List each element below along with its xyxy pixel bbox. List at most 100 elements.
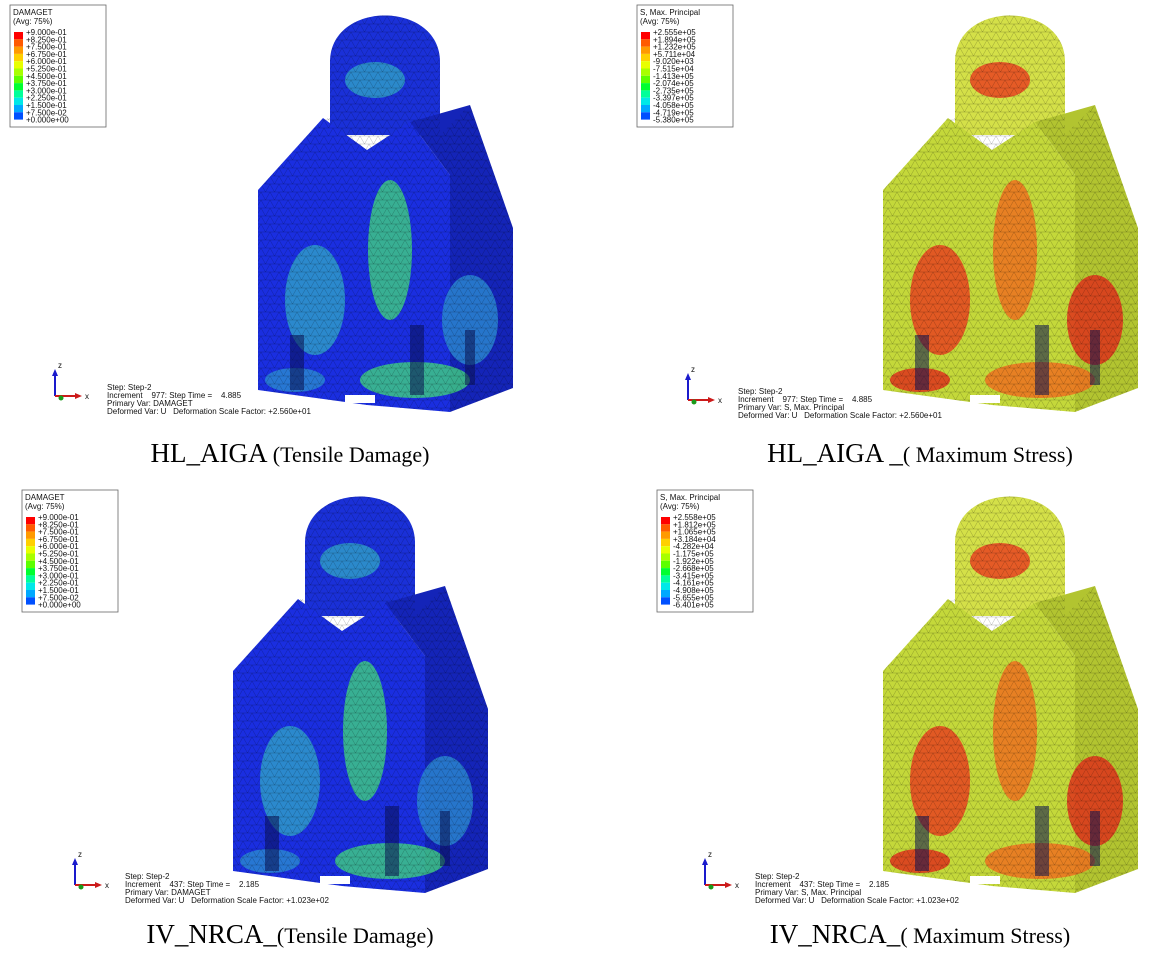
doorway [465, 330, 475, 385]
legend-title: DAMAGET [25, 493, 65, 502]
legend-swatch [641, 90, 650, 97]
legend-swatch [661, 561, 670, 568]
legend-swatch [641, 83, 650, 90]
legend-subtitle: (Avg: 75%) [13, 17, 53, 26]
caption: IV_NRCA_(Tensile Damage) [146, 919, 433, 949]
legend-title: DAMAGET [13, 8, 53, 17]
legend-swatch [641, 76, 650, 83]
legend-swatch [661, 583, 670, 590]
legend-swatch [26, 575, 35, 582]
step-info: Deformed Var: U Deformation Scale Factor… [125, 896, 330, 905]
legend-swatch [14, 61, 23, 68]
legend: S, Max. Principal(Avg: 75%)+2.558e+05+1.… [657, 490, 753, 612]
doorway [1090, 330, 1100, 385]
legend-swatch [641, 32, 650, 39]
opening [970, 876, 1000, 884]
caption-detail: (Tensile Damage) [277, 923, 434, 948]
legend: DAMAGET(Avg: 75%)+9.000e-01+8.250e-01+7.… [10, 5, 106, 127]
caption-name: HL_AIGA [151, 438, 273, 468]
panel-svg: S, Max. Principal(Avg: 75%)+2.558e+05+1.… [582, 481, 1164, 962]
z-arrow [702, 858, 708, 865]
caption-detail: ( Maximum Stress) [903, 442, 1073, 467]
caption: HL_AIGA _( Maximum Stress) [767, 438, 1073, 468]
legend-swatch [661, 575, 670, 582]
building [883, 497, 1138, 894]
z-label: z [78, 850, 82, 859]
z-label: z [58, 361, 62, 370]
legend-swatch [661, 554, 670, 561]
step-info: Deformed Var: U Deformation Scale Factor… [738, 411, 943, 420]
axis-triad: zx [52, 361, 89, 401]
z-label: z [708, 850, 712, 859]
legend-label: +0.000e+00 [38, 601, 81, 610]
opening [320, 876, 350, 884]
legend-swatch [14, 76, 23, 83]
legend-swatch [661, 568, 670, 575]
legend-subtitle: (Avg: 75%) [640, 17, 680, 26]
legend-swatch [14, 112, 23, 119]
legend-swatch [641, 61, 650, 68]
legend-swatch [641, 69, 650, 76]
doorway [1090, 811, 1100, 866]
z-arrow [72, 858, 78, 865]
doorway [915, 816, 929, 871]
y-axis [709, 885, 714, 890]
axis-triad: zx [702, 850, 739, 890]
panel: S, Max. Principal(Avg: 75%)+2.555e+05+1.… [582, 0, 1164, 481]
doorway [385, 806, 399, 876]
legend-swatch [14, 83, 23, 90]
doorway [410, 325, 424, 395]
panel-svg: DAMAGET(Avg: 75%)+9.000e-01+8.250e-01+7.… [0, 0, 582, 481]
legend-swatch [26, 590, 35, 597]
legend-swatch [14, 32, 23, 39]
x-arrow [708, 397, 715, 403]
caption-detail: ( Maximum Stress) [900, 923, 1070, 948]
legend-swatch [26, 568, 35, 575]
legend-swatch [26, 524, 35, 531]
legend-label: +0.000e+00 [26, 116, 69, 125]
legend-subtitle: (Avg: 75%) [25, 502, 65, 511]
axis-triad: zx [685, 365, 722, 405]
x-label: x [105, 881, 109, 890]
x-arrow [95, 882, 102, 888]
doorway [1035, 325, 1049, 395]
legend-swatch [26, 583, 35, 590]
legend-swatch [641, 39, 650, 46]
y-axis [692, 400, 697, 405]
step-info: Deformed Var: U Deformation Scale Factor… [107, 407, 312, 416]
legend-title: S, Max. Principal [660, 493, 720, 502]
legend-swatch [26, 532, 35, 539]
legend: S, Max. Principal(Avg: 75%)+2.555e+05+1.… [637, 5, 733, 127]
legend-label: -6.401e+05 [673, 601, 714, 610]
legend-swatch [14, 47, 23, 54]
opening [970, 395, 1000, 403]
legend-swatch [661, 517, 670, 524]
caption-name: HL_AIGA _ [767, 438, 903, 468]
caption: IV_NRCA_( Maximum Stress) [770, 919, 1070, 949]
legend-swatch [661, 539, 670, 546]
doorway [440, 811, 450, 866]
legend-label: -5.380e+05 [653, 116, 694, 125]
legend-subtitle: (Avg: 75%) [660, 502, 700, 511]
caption-name: IV_NRCA_ [146, 919, 277, 949]
panel: DAMAGET(Avg: 75%)+9.000e-01+8.250e-01+7.… [0, 0, 582, 481]
z-arrow [685, 373, 691, 380]
legend-swatch [14, 39, 23, 46]
legend-swatch [661, 597, 670, 604]
building [883, 16, 1138, 413]
doorway [915, 335, 929, 390]
opening [345, 395, 375, 403]
z-arrow [52, 369, 58, 376]
caption: HL_AIGA (Tensile Damage) [151, 438, 430, 468]
legend-swatch [14, 105, 23, 112]
legend-swatch [26, 517, 35, 524]
doorway [1035, 806, 1049, 876]
legend-swatch [661, 590, 670, 597]
legend-swatch [641, 105, 650, 112]
caption-detail: (Tensile Damage) [273, 442, 430, 467]
legend-swatch [661, 546, 670, 553]
z-label: z [691, 365, 695, 374]
legend-swatch [26, 554, 35, 561]
building [258, 16, 513, 413]
legend-swatch [661, 532, 670, 539]
